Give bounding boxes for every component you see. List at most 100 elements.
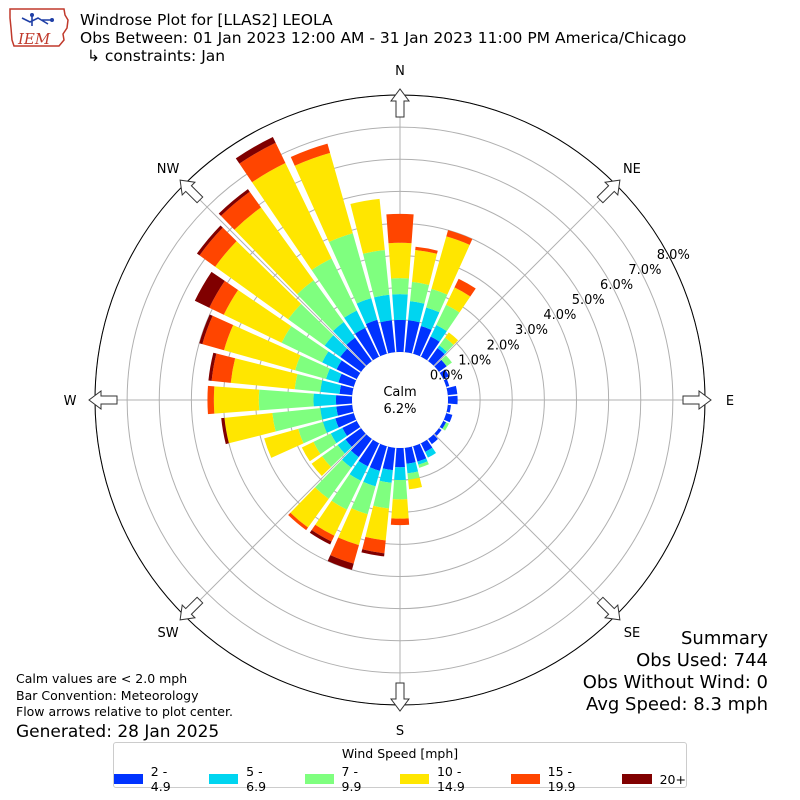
wind-bar-segment [298,421,327,444]
generated-date: Generated: 28 Jan 2025 [16,721,220,742]
wind-bar-segment [439,369,449,380]
wind-bar-segment [313,393,337,407]
wind-bar-segment [373,480,392,509]
wind-bar-segment [417,458,428,465]
legend: Wind Speed [mph] 2 - 4.9 5 - 6.9 7 - 9.9 10… [113,742,687,794]
wind-bar-segment [345,428,366,447]
wind-bar-segment [325,368,342,383]
wind-bar-segment [336,360,361,380]
wind-bar-segment [361,549,385,557]
flow-arrow-s [390,682,410,712]
calm-value: 6.2% [383,402,416,417]
flow-arrow-sw [179,596,204,621]
radial-tick-label: 4.0% [543,308,576,323]
legend-swatch [209,774,239,784]
flow-arrow-nw [179,179,204,204]
flow-arrows-note: Flow arrows relative to plot center. [16,704,233,719]
flow-arrow-n [390,88,410,118]
wind-bar-segment [223,325,301,371]
wind-bar-segment [338,373,357,387]
wind-bars [194,136,476,570]
wind-bar-segment [350,198,385,254]
radial-tick-label: 0.0% [430,368,463,383]
wind-bar-segment [281,326,329,363]
wind-bar-segment [392,479,408,500]
wind-bar-segment [332,321,356,345]
wind-bar-segment [224,412,276,444]
wind-bar-segment [439,337,454,352]
wind-bar-segment [272,408,323,432]
wind-bar-segment [346,337,372,366]
wind-bar-segment [340,348,366,372]
wind-bar-segment [288,303,334,346]
summary-heading: Summary [681,628,768,649]
wind-bar-segment [441,355,452,367]
wind-bar-segment [369,443,387,471]
wind-bar-segment [321,444,345,468]
logo-text: IEM [17,30,51,48]
wind-bar-segment [290,487,329,528]
direction-label-nw: NW [157,162,180,177]
legend-item: 20+ [621,764,686,794]
wind-bar-segment [444,332,459,345]
flow-arrow-se [596,596,621,621]
wind-bar-segment [379,468,393,483]
legend-swatch [114,774,143,784]
wind-bar-segment [406,462,419,474]
wind-bar-segment [330,427,348,444]
grid-spoke [183,183,367,367]
wind-bar-segment [211,353,236,383]
wind-bar-segment [443,379,450,387]
grid-spoke [433,433,617,617]
wind-bar-segment [294,152,353,242]
wind-bar-segment [338,508,368,546]
wind-bar-segment [294,374,323,392]
wind-bar-segment [404,446,416,464]
wind-bar-segment [428,434,438,445]
summary-obs-used: Obs Used: 744 [636,650,768,671]
wind-bar-segment [354,327,380,361]
direction-labels: N NE E SE S SW W NW [64,64,735,739]
wind-bar-segment [446,404,451,413]
wind-bar-segment [315,500,347,536]
wind-bar-segment [322,351,342,370]
wind-bar-segment [311,456,332,477]
wind-bar-segment [351,481,376,515]
wind-bar-segment [336,404,354,416]
notes-panel: Calm values are < 2.0 mph Bar Convention… [16,671,233,742]
wind-bar-segment [320,380,342,394]
wind-bar-segment [311,258,357,318]
wind-bar-segment [362,536,386,554]
wind-bar-segment [382,446,396,471]
direction-label-ne: NE [623,162,641,177]
wind-bar-segment [356,298,378,324]
wind-bar-segment [425,447,437,458]
wind-bar-segment [290,143,331,166]
wind-bar-segment [235,136,276,164]
wind-bar-segment [404,320,420,354]
radial-tick-labels: 0.0%1.0%2.0%3.0%4.0%5.0%6.0%7.0%8.0% [430,248,690,384]
summary-obs-without-wind: Obs Without Wind: 0 [582,672,768,693]
wind-bar-segment [320,406,338,420]
wind-bar-segment [258,389,314,411]
radial-tick-label: 1.0% [458,353,491,368]
wind-bar-segment [215,241,302,320]
wind-bar-segment [309,530,332,545]
wind-bar-segment [221,417,229,445]
legend-swatch [510,774,540,784]
wind-bar-segment [365,505,389,541]
radial-tick-label: 8.0% [657,248,690,263]
radial-tick-label: 6.0% [600,278,633,293]
wind-bar-segment [313,433,337,455]
wind-bar-segment [390,518,410,526]
wind-bar-segment [436,304,460,332]
legend-item: 15 - 19.9 [510,764,602,794]
legend-item: 5 - 6.9 [209,764,284,794]
wind-bar-segment [415,246,438,254]
wind-bar-segment [439,420,447,429]
chart-header: Windrose Plot for [LLAS2] LEOLA Obs Betw… [80,11,686,65]
legend-item: 10 - 14.9 [400,764,491,794]
wind-bar-segment [418,461,429,468]
iowa-map-icon: IEM [9,8,69,48]
wind-bar-segment [395,447,405,468]
